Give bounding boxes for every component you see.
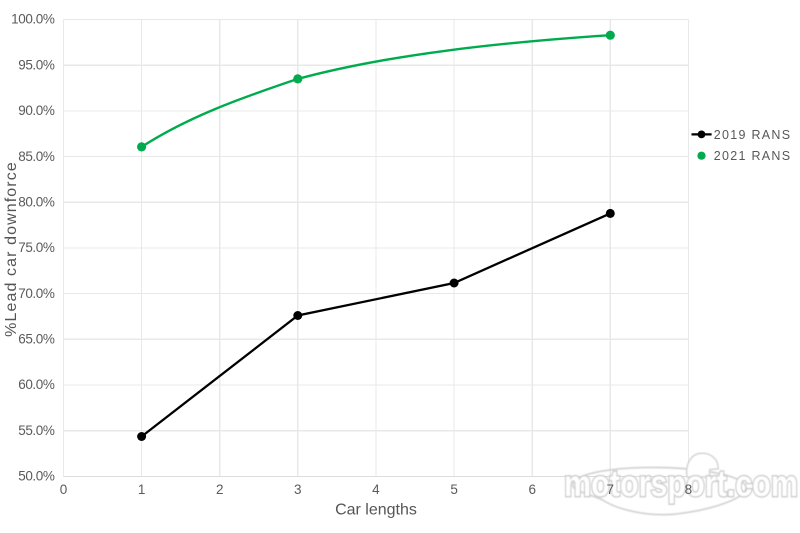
svg-text:75.0%: 75.0%	[18, 240, 55, 255]
svg-text:Car lengths: Car lengths	[335, 501, 417, 518]
svg-text:2019 RANS: 2019 RANS	[714, 128, 792, 142]
svg-text:7: 7	[607, 482, 615, 497]
svg-text:2: 2	[216, 482, 224, 497]
svg-text:motorsport.com: motorsport.com	[564, 462, 798, 504]
svg-text:6: 6	[528, 482, 536, 497]
svg-text:0: 0	[60, 482, 68, 497]
svg-text:3: 3	[294, 482, 302, 497]
svg-text:5: 5	[450, 482, 458, 497]
svg-text:55.0%: 55.0%	[18, 423, 55, 438]
svg-text:4: 4	[372, 482, 380, 497]
svg-text:%Lead car downforce: %Lead car downforce	[3, 161, 20, 337]
svg-text:50.0%: 50.0%	[18, 469, 55, 484]
svg-text:95.0%: 95.0%	[18, 57, 55, 72]
svg-text:90.0%: 90.0%	[18, 103, 55, 118]
svg-text:65.0%: 65.0%	[18, 332, 55, 347]
svg-text:80.0%: 80.0%	[18, 195, 55, 210]
svg-text:70.0%: 70.0%	[18, 286, 55, 301]
svg-text:60.0%: 60.0%	[18, 377, 55, 392]
svg-text:1: 1	[138, 482, 146, 497]
svg-text:8: 8	[685, 482, 693, 497]
svg-text:85.0%: 85.0%	[18, 149, 55, 164]
svg-text:100.0%: 100.0%	[11, 12, 55, 27]
svg-text:2021 RANS: 2021 RANS	[714, 149, 792, 163]
